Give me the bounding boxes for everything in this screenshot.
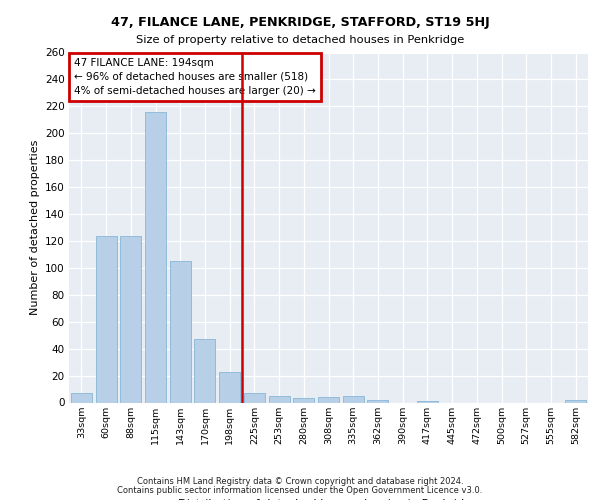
Text: Contains HM Land Registry data © Crown copyright and database right 2024.: Contains HM Land Registry data © Crown c… [137, 477, 463, 486]
Bar [565, 400, 586, 402]
Bar [293, 398, 314, 402]
Y-axis label: Number of detached properties: Number of detached properties [29, 140, 40, 315]
Bar [219, 372, 240, 402]
Bar [343, 396, 364, 402]
Text: 47 FILANCE LANE: 194sqm
← 96% of detached houses are smaller (518)
4% of semi-de: 47 FILANCE LANE: 194sqm ← 96% of detache… [74, 58, 316, 96]
Bar [71, 393, 92, 402]
Bar [367, 400, 388, 402]
Bar [120, 236, 141, 402]
Text: Contains public sector information licensed under the Open Government Licence v3: Contains public sector information licen… [118, 486, 482, 495]
Bar [170, 261, 191, 402]
Bar [95, 236, 116, 402]
Bar [244, 393, 265, 402]
Text: Size of property relative to detached houses in Penkridge: Size of property relative to detached ho… [136, 35, 464, 45]
Bar [318, 397, 339, 402]
Bar [145, 112, 166, 403]
Bar [194, 339, 215, 402]
Bar [417, 401, 438, 402]
Text: 47, FILANCE LANE, PENKRIDGE, STAFFORD, ST19 5HJ: 47, FILANCE LANE, PENKRIDGE, STAFFORD, S… [110, 16, 490, 29]
Bar [269, 396, 290, 402]
